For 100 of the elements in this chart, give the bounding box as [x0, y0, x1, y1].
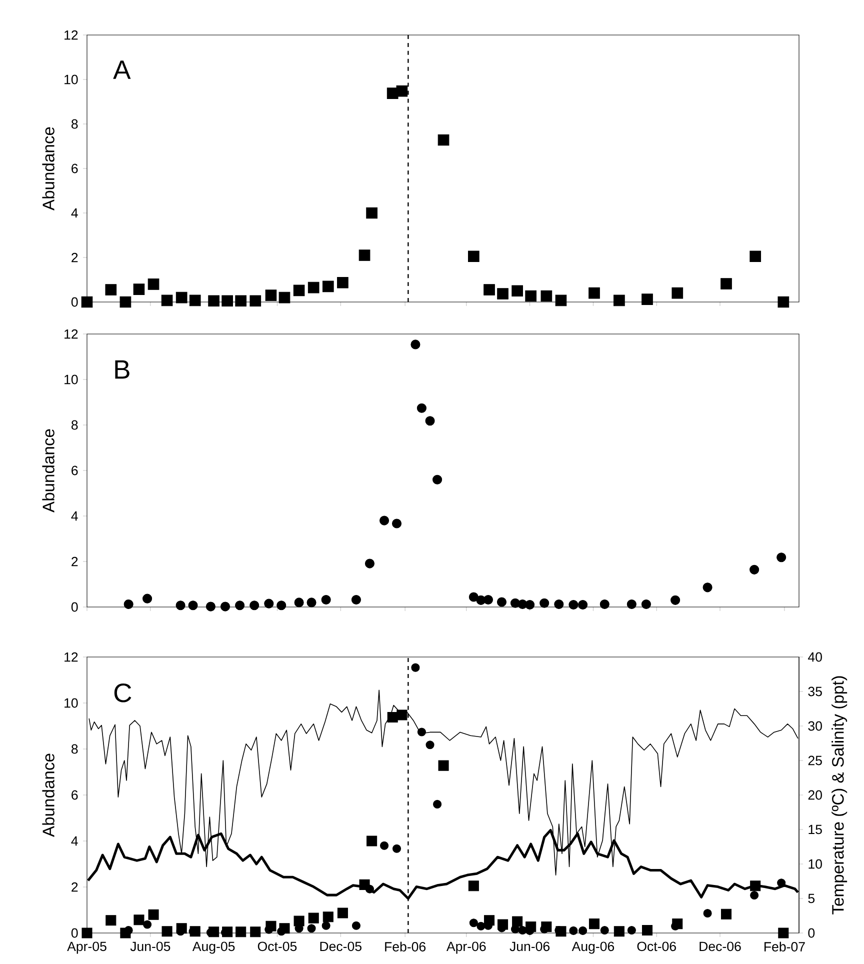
point	[600, 599, 610, 610]
point	[176, 292, 188, 304]
point	[307, 924, 316, 933]
point	[380, 516, 390, 526]
point	[578, 600, 588, 610]
point	[433, 800, 442, 808]
point	[337, 276, 348, 288]
y-tick-label: 12	[64, 329, 78, 339]
y-tick-label: 6	[72, 466, 78, 476]
point	[416, 403, 426, 413]
point	[250, 295, 262, 307]
y-tick-label: 2	[72, 252, 78, 262]
point	[392, 844, 402, 853]
point	[366, 207, 378, 219]
point	[277, 927, 286, 936]
y2-tick-label: 5	[808, 894, 815, 904]
y2-tick-label: 35	[808, 686, 822, 696]
y-tick-label: 10	[64, 698, 78, 708]
point	[432, 474, 442, 484]
y-tick-label: 4	[71, 208, 78, 218]
point	[778, 928, 789, 938]
y2-tick-label: 30	[808, 721, 822, 731]
y-axis-title: Abundance	[42, 127, 54, 210]
point	[496, 597, 507, 607]
point	[264, 598, 274, 608]
point	[476, 922, 486, 930]
point	[250, 600, 260, 610]
y2-tick-label: 15	[808, 824, 822, 834]
point	[569, 926, 578, 935]
y-tick-label: 8	[72, 119, 78, 129]
y-tick-label: 2	[72, 556, 78, 566]
x-tick-label: Feb-07	[764, 942, 805, 952]
x-tick-label: Apr-05	[67, 942, 106, 954]
point	[600, 926, 609, 935]
point	[776, 552, 786, 562]
point	[497, 288, 508, 300]
point	[392, 518, 402, 528]
point	[176, 600, 186, 610]
point	[525, 600, 535, 610]
point	[148, 909, 159, 920]
y-tick-label: 8	[72, 420, 78, 430]
point	[438, 760, 449, 771]
point	[134, 914, 144, 926]
x-tick-label: Dec-05	[320, 942, 362, 952]
y-tick-label: 12	[64, 652, 78, 662]
point	[778, 296, 790, 308]
y-tick-label: 4	[71, 511, 78, 521]
y2-tick-label: 10	[808, 859, 822, 869]
point	[105, 284, 117, 296]
point	[208, 295, 220, 307]
point	[162, 926, 172, 937]
x-tick-label: Oct-05	[258, 942, 297, 952]
point	[358, 250, 370, 261]
x-tick-label: Aug-05	[192, 942, 235, 954]
y2-tick-label: 40	[808, 652, 822, 662]
point	[188, 600, 198, 610]
point	[351, 594, 361, 604]
point	[670, 595, 680, 605]
point	[483, 594, 493, 604]
point	[322, 280, 334, 292]
point	[106, 915, 116, 926]
point	[614, 926, 624, 937]
point	[124, 599, 134, 610]
point	[220, 602, 230, 612]
point	[235, 600, 245, 610]
point	[672, 287, 684, 299]
point	[161, 294, 173, 306]
point	[148, 278, 160, 290]
point	[222, 295, 233, 307]
point	[352, 921, 360, 930]
point	[641, 599, 651, 610]
point	[293, 284, 305, 296]
annotation: B	[115, 360, 130, 379]
point	[308, 282, 320, 294]
point	[396, 85, 408, 97]
point	[306, 598, 316, 608]
annotation: C	[114, 683, 132, 702]
point	[468, 250, 480, 262]
point	[133, 284, 145, 295]
point	[206, 602, 216, 612]
point	[278, 292, 290, 304]
y-tick-label: 8	[72, 744, 78, 754]
point	[276, 600, 286, 610]
point	[120, 296, 132, 308]
point	[143, 920, 152, 929]
point	[236, 926, 246, 938]
point	[322, 912, 334, 922]
point	[468, 592, 478, 602]
point	[720, 278, 732, 290]
y-tick-label: 6	[72, 790, 78, 800]
point	[642, 294, 653, 305]
point	[588, 918, 600, 930]
point	[578, 926, 588, 935]
x-tick-label: Aug-06	[572, 942, 614, 954]
y-tick-label: 0	[71, 297, 78, 307]
point	[410, 340, 420, 350]
point	[124, 926, 133, 935]
point	[468, 880, 479, 892]
y-tick-label: 4	[71, 836, 78, 846]
point	[366, 836, 378, 846]
